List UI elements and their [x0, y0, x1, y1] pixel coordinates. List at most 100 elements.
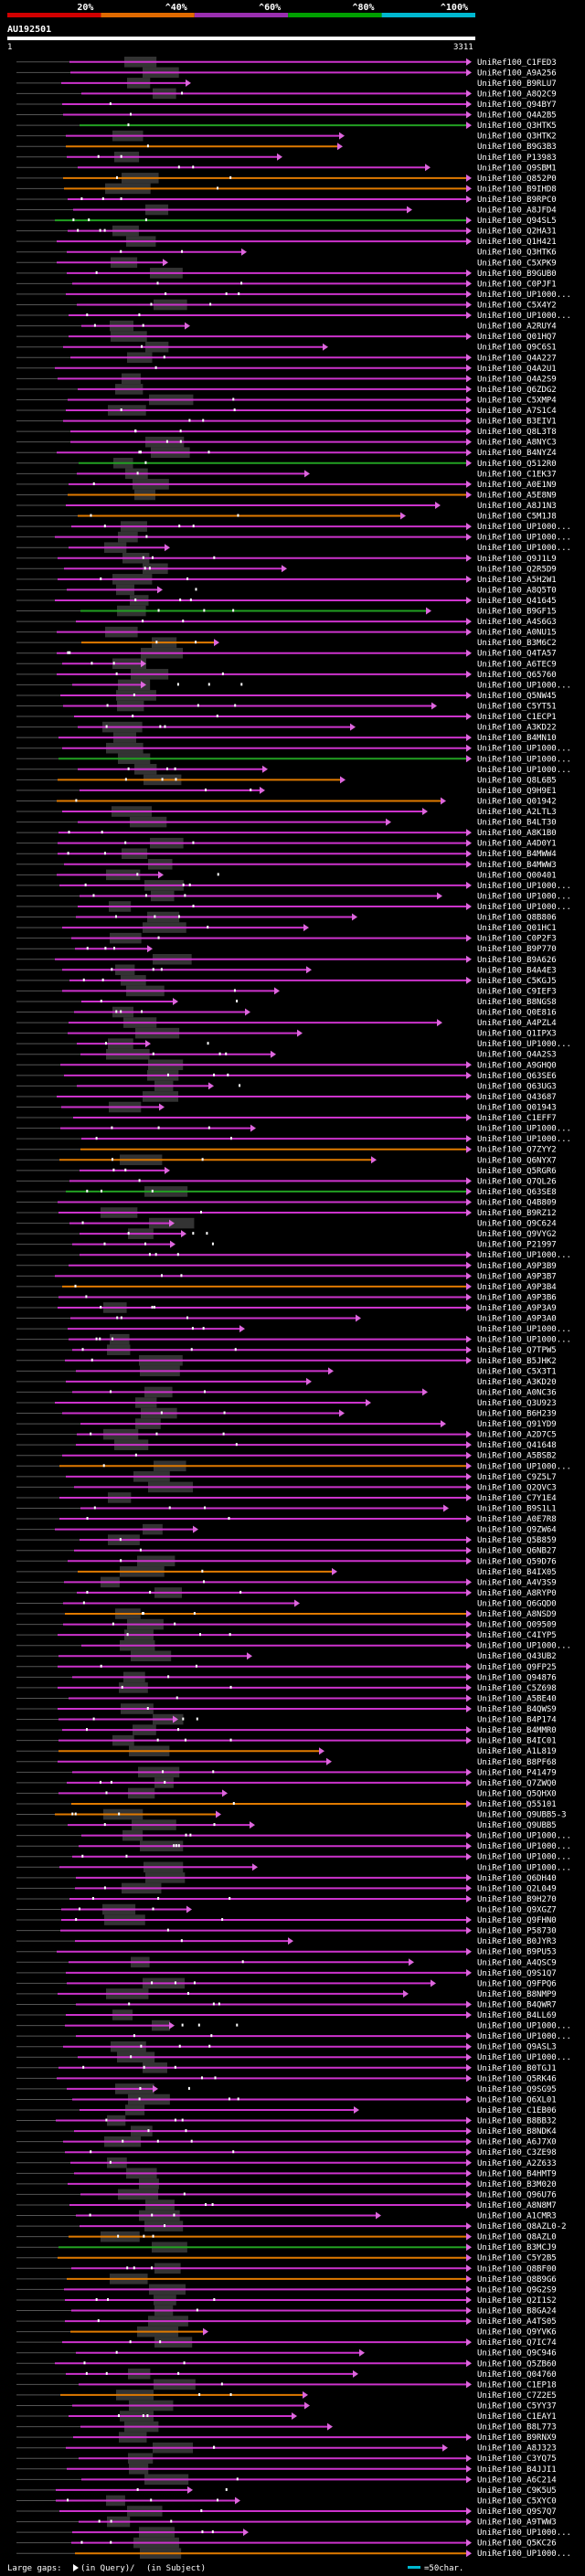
hit-label[interactable]: UniRef100_Q43687 [477, 1093, 557, 1102]
hit-label[interactable]: UniRef100_Q9C6S1 [477, 344, 557, 353]
hit-label[interactable]: UniRef100_C5Y2B5 [477, 2254, 557, 2263]
hit-label[interactable]: UniRef100_C1EP18 [477, 2380, 557, 2390]
hit-label[interactable]: UniRef100_C5Z698 [477, 1684, 557, 1693]
hit-label[interactable]: UniRef100_C1FED3 [477, 58, 557, 68]
hit-label[interactable]: UniRef100_Q9H9E1 [477, 787, 557, 796]
hit-label[interactable]: UniRef100_Q94SL5 [477, 217, 557, 226]
hit-label[interactable]: UniRef100_P21997 [477, 1241, 557, 1250]
hit-label[interactable]: UniRef100_C7Y1E4 [477, 1494, 557, 1503]
hit-label[interactable]: UniRef100_B4P174 [477, 1716, 557, 1725]
hit-label[interactable]: UniRef100_Q01HQ7 [477, 333, 557, 342]
hit-label[interactable]: UniRef100_Q7ZWQ0 [477, 1779, 557, 1788]
hit-label[interactable]: UniRef100_UP1000... [477, 1040, 571, 1049]
hit-label[interactable]: UniRef100_Q9C946 [477, 2349, 557, 2359]
hit-label[interactable]: UniRef100_Q6NB27 [477, 1547, 557, 1556]
hit-label[interactable]: UniRef100_A0NU15 [477, 629, 557, 638]
hit-label[interactable]: UniRef100_A5E8N9 [477, 491, 557, 500]
hit-label[interactable]: UniRef100_B9GF15 [477, 608, 557, 617]
hit-label[interactable]: UniRef100_Q7ZYY2 [477, 1146, 557, 1155]
hit-label[interactable]: UniRef100_B3M6C2 [477, 639, 557, 648]
hit-label[interactable]: UniRef100_B4MMR0 [477, 1726, 557, 1735]
hit-label[interactable]: UniRef100_B4A4E3 [477, 966, 557, 975]
hit-label[interactable]: UniRef100_B9H270 [477, 1895, 557, 1904]
hit-label[interactable]: UniRef100_Q5ZB60 [477, 2359, 557, 2369]
hit-label[interactable]: UniRef100_Q852P0 [477, 175, 557, 184]
hit-label[interactable]: UniRef100_Q7IC74 [477, 2338, 557, 2348]
hit-label[interactable]: UniRef100_Q5QHX0 [477, 1789, 557, 1798]
hit-label[interactable]: UniRef100_B9G3B3 [477, 143, 557, 152]
hit-label[interactable]: UniRef100_A4QSC9 [477, 1958, 557, 1967]
hit-label[interactable]: UniRef100_UP1000... [477, 745, 571, 754]
hit-label[interactable]: UniRef100_Q9FHN0 [477, 1916, 557, 1925]
hit-label[interactable]: UniRef100_UP1000... [477, 1842, 571, 1851]
hit-label[interactable]: UniRef100_C1EK37 [477, 470, 557, 479]
hit-label[interactable]: UniRef100_UP1000... [477, 681, 571, 690]
hit-label[interactable]: UniRef100_Q1IPX3 [477, 1030, 557, 1039]
hit-label[interactable]: UniRef100_Q4TA57 [477, 650, 557, 659]
hit-label[interactable]: UniRef100_C9IEF3 [477, 987, 557, 996]
hit-label[interactable]: UniRef100_C5X3T1 [477, 1367, 557, 1376]
hit-label[interactable]: UniRef100_Q9S7Q7 [477, 2507, 557, 2517]
hit-label[interactable]: UniRef100_C5XMP4 [477, 396, 557, 405]
hit-label[interactable]: UniRef100_B9P770 [477, 945, 557, 954]
hit-label[interactable]: UniRef100_A6J7X0 [477, 2138, 557, 2147]
hit-label[interactable]: UniRef100_A0E7R8 [477, 1515, 557, 1524]
hit-label[interactable]: UniRef100_A5BSB2 [477, 1452, 557, 1461]
hit-label[interactable]: UniRef100_B4LL69 [477, 2011, 557, 2020]
hit-label[interactable]: UniRef100_Q41645 [477, 597, 557, 606]
hit-label[interactable]: UniRef100_Q2L049 [477, 1884, 557, 1893]
hit-label[interactable]: UniRef100_Q09509 [477, 1621, 557, 1630]
hit-label[interactable]: UniRef100_Q55101 [477, 1800, 557, 1809]
hit-label[interactable]: UniRef100_Q7QL26 [477, 1177, 557, 1186]
hit-label[interactable]: UniRef100_A6TEC9 [477, 660, 557, 669]
hit-label[interactable]: UniRef100_A9P3A0 [477, 1315, 557, 1324]
hit-label[interactable]: UniRef100_B9PU53 [477, 1948, 557, 1957]
hit-label[interactable]: UniRef100_UP1000... [477, 1251, 571, 1260]
hit-label[interactable]: UniRef100_A1CMR3 [477, 2212, 557, 2221]
hit-label[interactable]: UniRef100_B5JHK2 [477, 1357, 557, 1366]
hit-label[interactable]: UniRef100_A9P3A9 [477, 1304, 557, 1313]
hit-label[interactable]: UniRef100_A4PZL4 [477, 1019, 557, 1028]
hit-label[interactable]: UniRef100_UP1000... [477, 2032, 571, 2041]
hit-label[interactable]: UniRef100_Q5KC26 [477, 2539, 557, 2549]
hit-label[interactable]: UniRef100_Q94BY7 [477, 101, 557, 110]
hit-label[interactable]: UniRef100_A7S1C4 [477, 407, 557, 416]
hit-label[interactable]: UniRef100_B8GA24 [477, 2307, 557, 2316]
hit-label[interactable]: UniRef100_C5X4Y2 [477, 301, 557, 310]
hit-label[interactable]: UniRef100_A9A256 [477, 69, 557, 78]
hit-label[interactable]: UniRef100_C5YT51 [477, 702, 557, 711]
hit-label[interactable]: UniRef100_Q5NW45 [477, 692, 557, 701]
hit-label[interactable]: UniRef100_A8NYC3 [477, 439, 557, 448]
hit-label[interactable]: UniRef100_Q9ASL3 [477, 2043, 557, 2052]
hit-label[interactable]: UniRef100_B9GUB0 [477, 270, 557, 279]
hit-label[interactable]: UniRef100_B9RLU7 [477, 80, 557, 89]
hit-label[interactable]: UniRef100_A2LTL3 [477, 808, 557, 817]
hit-label[interactable]: UniRef100_Q9FP25 [477, 1663, 557, 1672]
hit-label[interactable]: UniRef100_A8K1B0 [477, 829, 557, 838]
hit-label[interactable]: UniRef100_C1EFF7 [477, 1114, 557, 1123]
hit-label[interactable]: UniRef100_UP1000... [477, 1135, 571, 1144]
hit-label[interactable]: UniRef100_Q1H421 [477, 238, 557, 247]
hit-label[interactable]: UniRef100_Q9ZW64 [477, 1526, 557, 1535]
hit-label[interactable]: UniRef100_A8RYP0 [477, 1589, 557, 1598]
hit-label[interactable]: UniRef100_Q3HTK2 [477, 133, 557, 142]
hit-label[interactable]: UniRef100_UP1000... [477, 1125, 571, 1134]
hit-label[interactable]: UniRef100_B4JJI1 [477, 2465, 557, 2475]
hit-label[interactable]: UniRef100_Q9XGZ7 [477, 1906, 557, 1915]
hit-label[interactable]: UniRef100_Q9UBB5-3 [477, 1811, 567, 1820]
hit-label[interactable]: UniRef100_Q8AZL0-2 [477, 2222, 567, 2231]
hit-label[interactable]: UniRef100_Q9G2S9 [477, 2285, 557, 2295]
hit-label[interactable]: UniRef100_B8NGS8 [477, 998, 557, 1007]
hit-label[interactable]: UniRef100_UP1000... [477, 1462, 571, 1471]
hit-label[interactable]: UniRef100_C1EAY1 [477, 2412, 557, 2422]
hit-label[interactable]: UniRef100_A1L819 [477, 1747, 557, 1756]
hit-label[interactable]: UniRef100_C5XYC0 [477, 2496, 557, 2506]
hit-label[interactable]: UniRef100_UP1000... [477, 2022, 571, 2031]
hit-label[interactable]: UniRef100_B4MWW3 [477, 861, 557, 870]
hit-label[interactable]: UniRef100_B8PF68 [477, 1758, 557, 1767]
hit-label[interactable]: UniRef100_Q9S1Q7 [477, 1969, 557, 1978]
hit-label[interactable]: UniRef100_A8JFD4 [477, 207, 557, 216]
hit-label[interactable]: UniRef100_UP1000... [477, 892, 571, 901]
hit-label[interactable]: UniRef100_Q59D76 [477, 1557, 557, 1566]
hit-label[interactable]: UniRef100_B9S1L1 [477, 1505, 557, 1514]
